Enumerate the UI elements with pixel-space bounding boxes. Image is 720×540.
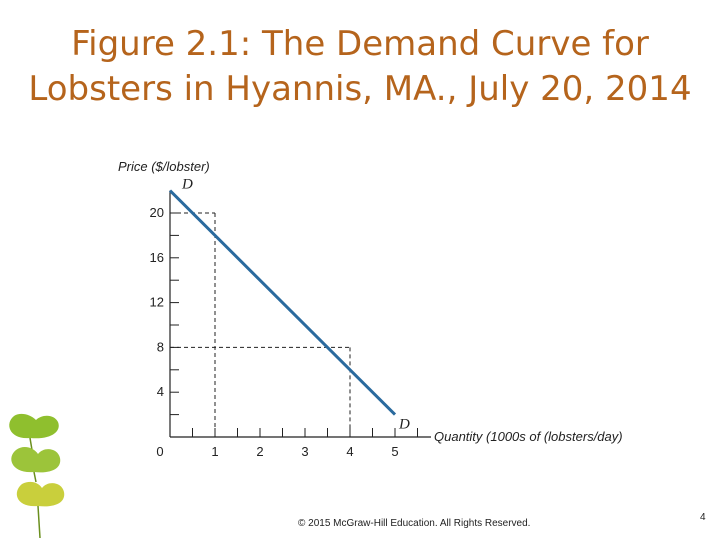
title-line-1: Figure 2.1: The Demand Curve for <box>71 24 649 64</box>
series <box>168 189 397 416</box>
ginkgo-leaf-icon <box>9 413 59 451</box>
x-tick-label: 5 <box>391 444 398 459</box>
x-tick-label: 1 <box>211 444 218 459</box>
x-tick-label: 3 <box>301 444 308 459</box>
y-tick-label: 4 <box>157 384 164 399</box>
ginkgo-leaves-icon <box>9 413 65 539</box>
x-tick-label: 4 <box>346 444 353 459</box>
curve-label-start: D <box>181 177 193 193</box>
ginkgo-leaf-icon <box>11 447 61 483</box>
origin-label: 0 <box>156 444 163 459</box>
y-tick-label: 12 <box>150 295 164 310</box>
y-tick-label: 8 <box>157 339 164 354</box>
demand-curve-line <box>168 189 397 416</box>
y-tick-label: 16 <box>150 250 164 265</box>
reference-lines <box>170 212 351 437</box>
x-tick-label: 2 <box>256 444 263 459</box>
copyright-notice: © 2015 McGraw-Hill Education. All Rights… <box>298 518 531 529</box>
page-number: 4 <box>700 512 706 523</box>
y-tick-label: 20 <box>150 205 164 220</box>
slide-title: Figure 2.1: The Demand Curve for Lobster… <box>20 22 700 112</box>
title-line-2: Lobsters in Hyannis, MA., July 20, 2014 <box>28 69 692 109</box>
ginkgo-leaf-icon <box>16 481 65 539</box>
x-axis-label: Quantity (1000s of (lobsters/day) <box>434 429 623 444</box>
y-axis-label: Price ($/lobster) <box>118 159 210 174</box>
curve-label-end: D <box>398 417 410 433</box>
